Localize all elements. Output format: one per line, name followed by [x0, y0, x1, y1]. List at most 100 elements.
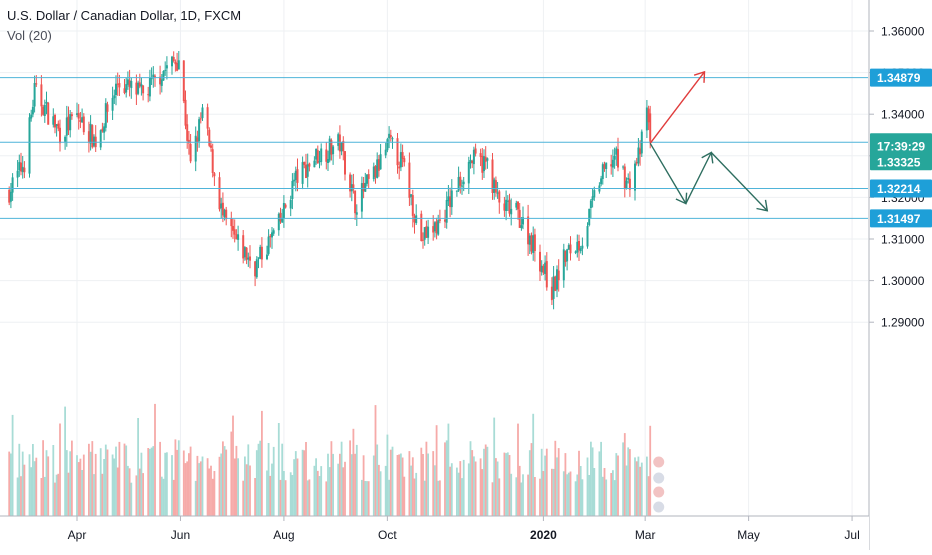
- candle-body: [388, 133, 391, 139]
- volume-bar: [57, 473, 60, 516]
- volume-bar: [493, 417, 496, 516]
- candle-body: [528, 235, 531, 245]
- candle-body: [564, 251, 567, 262]
- volume-bar: [20, 476, 22, 516]
- candle-body: [349, 174, 352, 192]
- candle-body: [206, 107, 209, 129]
- volume-bar: [160, 476, 163, 516]
- candle-body: [486, 158, 489, 161]
- volume-bar: [432, 451, 435, 516]
- volume-bar: [627, 447, 630, 516]
- volume-bar: [271, 463, 273, 516]
- volume-bar: [486, 446, 489, 516]
- volume-bar: [71, 440, 73, 516]
- volume-bar: [296, 458, 299, 516]
- candle-body: [70, 114, 73, 117]
- volume-bar: [222, 441, 224, 516]
- candle-body: [337, 134, 340, 146]
- candle-body: [267, 236, 270, 254]
- level-price-tag: [870, 179, 932, 198]
- candle-body: [57, 123, 60, 129]
- volume-bar: [545, 448, 548, 516]
- volume-bar: [434, 465, 436, 516]
- volume-bar: [23, 464, 26, 516]
- candle-body: [566, 249, 569, 262]
- volume-bar: [344, 461, 346, 516]
- volume-bar: [527, 474, 529, 516]
- volume-bar: [233, 458, 236, 516]
- candle-body: [527, 216, 530, 245]
- candle-body: [142, 85, 145, 94]
- candle-body: [623, 166, 626, 190]
- candle-body: [556, 269, 558, 290]
- candle-body: [625, 180, 628, 189]
- candle-body: [327, 159, 329, 163]
- volume-bar: [152, 446, 155, 516]
- candle-body: [420, 213, 423, 241]
- volume-bar: [506, 452, 509, 516]
- candle-body: [634, 163, 636, 191]
- event-flag-icon: [652, 485, 666, 499]
- candle-body: [189, 144, 192, 162]
- volume-bar: [625, 465, 628, 516]
- candle-body: [313, 160, 316, 168]
- volume-bar: [389, 449, 392, 516]
- time-tick-label: Jul: [844, 528, 859, 542]
- volume-indicator-label[interactable]: Vol (20): [7, 28, 52, 43]
- volume-bar: [166, 452, 168, 516]
- volume-bar: [255, 450, 258, 516]
- candle-body: [220, 203, 223, 209]
- volume-bar: [306, 480, 309, 516]
- time-tick-label: 2020: [530, 528, 557, 542]
- volume-bar: [106, 449, 109, 516]
- volume-bar: [615, 453, 618, 516]
- volume-bar: [104, 444, 107, 516]
- volume-bar: [400, 453, 402, 516]
- candle-body: [233, 229, 236, 235]
- candle-body: [260, 246, 263, 260]
- candle-body: [42, 106, 45, 115]
- candle-body: [172, 57, 175, 62]
- volume-bar: [150, 447, 153, 516]
- candle-body: [306, 164, 309, 177]
- candle-body: [152, 74, 155, 78]
- time-tick-label: Aug: [273, 528, 294, 542]
- volume-bar: [162, 478, 165, 516]
- volume-bar: [372, 455, 375, 516]
- time-axis-bg: [0, 516, 869, 550]
- candle-body: [305, 164, 307, 178]
- candle-body: [484, 156, 487, 162]
- volume-bar: [445, 440, 448, 516]
- volume-bar: [135, 475, 138, 516]
- volume-bar: [308, 479, 311, 516]
- volume-bar: [471, 450, 474, 516]
- volume-bar: [140, 452, 143, 516]
- candle-body: [413, 216, 416, 223]
- volume-bar: [196, 455, 199, 516]
- volume-bar: [210, 465, 212, 516]
- candle-body: [510, 208, 513, 215]
- volume-bar: [498, 478, 501, 516]
- candle-body: [415, 215, 418, 224]
- volume-bar: [515, 477, 518, 516]
- candle-body: [174, 61, 177, 65]
- symbol-title[interactable]: U.S. Dollar / Canadian Dollar, 1D, FXCM: [7, 8, 242, 23]
- candle-body: [21, 166, 24, 173]
- countdown-text: 17:39:29: [877, 139, 925, 153]
- candle-body: [223, 209, 226, 217]
- volume-bar: [456, 467, 458, 516]
- volume-bar: [232, 415, 234, 516]
- candle-body: [384, 149, 387, 156]
- candle-body: [9, 191, 12, 202]
- candle-body: [318, 161, 321, 163]
- candle-body: [81, 117, 84, 123]
- volume-bar: [581, 479, 584, 516]
- volume-bar: [481, 469, 484, 516]
- candle-body: [35, 83, 38, 85]
- projection-arrow-line: [649, 142, 768, 212]
- candle-body: [269, 235, 272, 238]
- candle-body: [435, 221, 438, 234]
- candle-body: [588, 208, 591, 226]
